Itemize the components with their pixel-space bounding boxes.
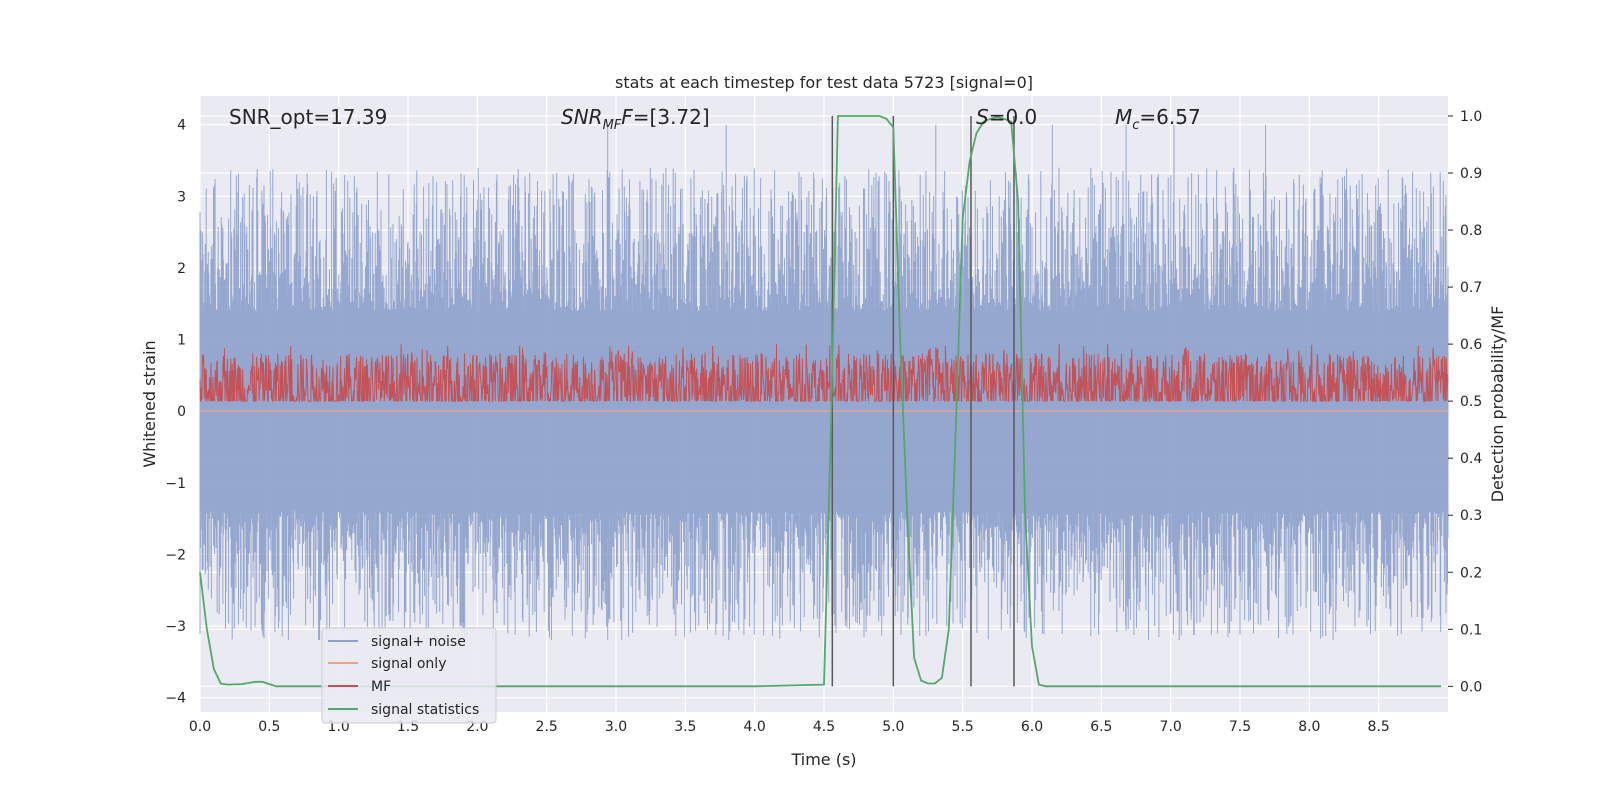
x-tick-label: 8.0 (1298, 719, 1320, 735)
legend-label-signal-noise: signal+ noise (371, 634, 466, 650)
legend-label-mf: MF (371, 679, 391, 695)
y2-tick-label: 0.5 (1460, 394, 1482, 410)
snr-mf-value: =[3.72] (633, 105, 710, 129)
y-tick-label: 1 (177, 333, 186, 349)
series-mf (199, 344, 1449, 403)
snr-mf-annotation: SNRMFF=[3.72] (561, 105, 710, 133)
s-annotation: S=0.0 (976, 105, 1037, 129)
legend-label-signal-statistics: signal statistics (371, 702, 479, 718)
y-tick-labels: 4 3 2 1 0 −1 −2 −3 −4 (165, 118, 186, 707)
x-tick-label: 6.5 (1090, 719, 1112, 735)
y2-tick-label: 0.2 (1460, 565, 1482, 581)
x-tick-label: 2.5 (536, 719, 558, 735)
y-tick-label: 2 (177, 261, 186, 277)
x-tick-label: 5.5 (952, 719, 974, 735)
mc-annotation: Mc=6.57 (1115, 105, 1201, 133)
y2-tick-label: 1.0 (1460, 109, 1482, 125)
x-tick-label: 3.5 (674, 719, 696, 735)
mc-value: =6.57 (1139, 105, 1200, 129)
y-axis-label: Whitened strain (140, 340, 159, 467)
y-tick-label: −1 (165, 476, 186, 492)
s-base: S (976, 105, 989, 129)
x-tick-labels: 0.0 0.5 1.0 1.5 2.0 2.5 3.0 3.5 4.0 4.5 5.0 5.5 6.0 6… (189, 719, 1390, 735)
y-tick-label: 4 (177, 118, 186, 134)
legend-box (321, 627, 497, 724)
y-tick-label: 3 (177, 189, 186, 205)
y2-tick-label: 0.0 (1460, 679, 1482, 695)
x-tick-label: 5.0 (882, 719, 904, 735)
y2-tick-label: 0.8 (1460, 223, 1482, 239)
s-value: =0.0 (989, 105, 1038, 129)
y-tick-label: −4 (165, 691, 186, 707)
snr-mf-base: SNR (561, 105, 603, 129)
y2-axis-label: Detection probability/MF (1488, 306, 1507, 503)
x-tick-label: 3.0 (605, 719, 627, 735)
y2-tick-label: 0.1 (1460, 622, 1482, 638)
legend-label-signal-only: signal only (371, 656, 446, 672)
snr-mf-f: F (621, 105, 633, 129)
y2-tick-label: 0.3 (1460, 508, 1482, 524)
y2-tick-label: 0.6 (1460, 337, 1482, 353)
y-tick-label: −2 (165, 547, 186, 563)
x-tick-label: 0.5 (258, 719, 280, 735)
y2-tick-label: 0.7 (1460, 280, 1482, 296)
y2-tick-label: 0.4 (1460, 451, 1482, 467)
y2-tick-labels: 1.0 0.9 0.8 0.7 0.6 0.5 0.4 0.3 0.2 0.1 0.0 (1448, 109, 1482, 695)
mc-base: M (1115, 105, 1132, 129)
x-tick-label: 0.0 (189, 719, 211, 735)
chart-title: stats at each timestep for test data 572… (615, 73, 1033, 92)
series-layer (199, 115, 1449, 688)
snr-mf-sub: MF (603, 118, 622, 133)
x-tick-label: 7.0 (1160, 719, 1182, 735)
y2-tick-label: 0.9 (1460, 166, 1482, 182)
x-tick-label: 4.0 (744, 719, 766, 735)
y-tick-label: 0 (177, 404, 186, 420)
series-signal-statistics (199, 115, 1442, 688)
x-tick-label: 8.5 (1368, 719, 1390, 735)
x-tick-label: 7.5 (1229, 719, 1251, 735)
x-tick-label: 6.0 (1021, 719, 1043, 735)
x-axis-label: Time (s) (790, 750, 856, 769)
y-tick-label: −3 (165, 619, 186, 635)
snr-opt-annotation: SNR_opt=17.39 (229, 105, 387, 129)
mc-sub: c (1132, 118, 1139, 133)
x-tick-label: 4.5 (813, 719, 835, 735)
legend: signal+ noise signal only MF signal stat… (321, 627, 497, 724)
